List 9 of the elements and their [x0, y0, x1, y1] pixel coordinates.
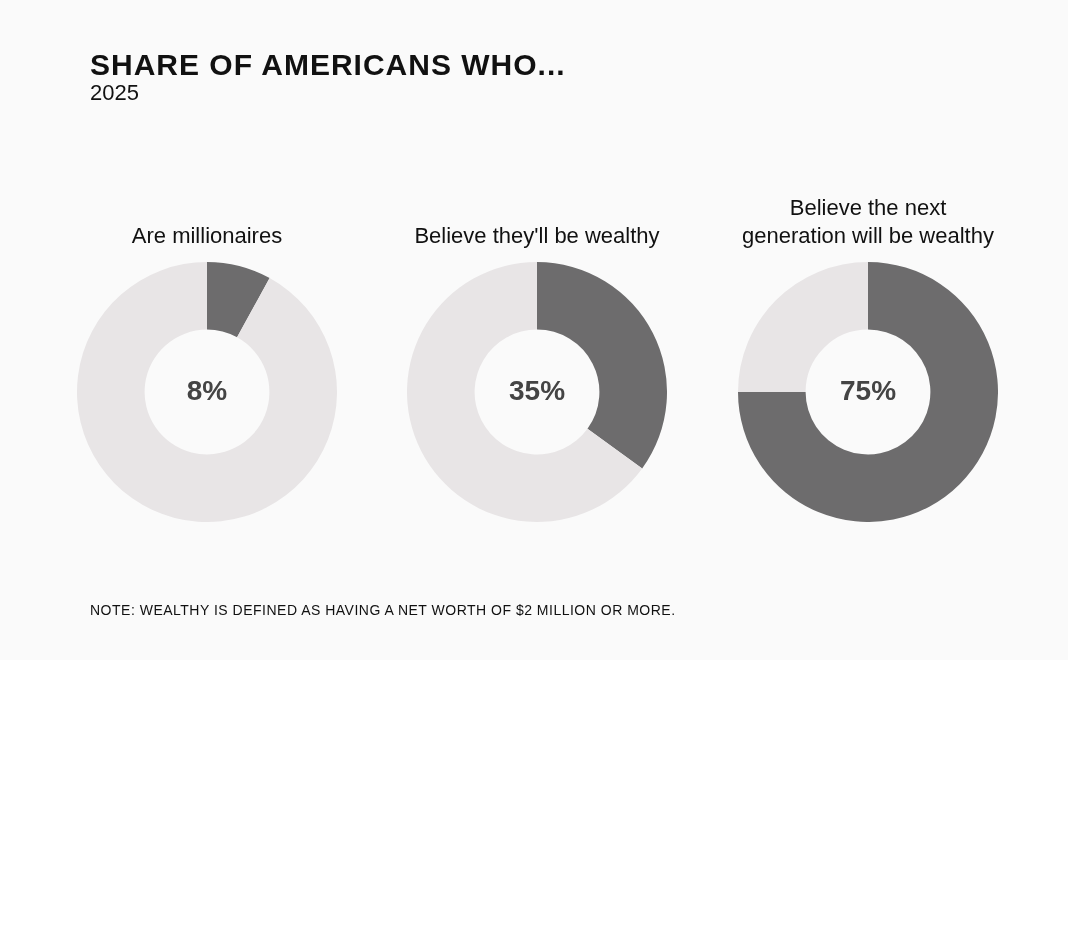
- chart-title: Believe they'll be wealthy: [413, 222, 661, 250]
- text: NOTE: WEALTHY IS DEFINED AS HAVING A NET WORTH OF $2 MILLION OR MORE.: [90, 601, 676, 620]
- data-label: 75%: [839, 374, 897, 406]
- chart-title: Are millionaires: [130, 222, 284, 250]
- data-label: 8%: [186, 374, 228, 406]
- chart-title: Believe the next generation will be wealthy: [741, 194, 995, 250]
- text: SHARE OF AMERICANS WHO...: [90, 48, 566, 82]
- data-label: 35%: [508, 374, 566, 406]
- text: 2025: [90, 80, 139, 106]
